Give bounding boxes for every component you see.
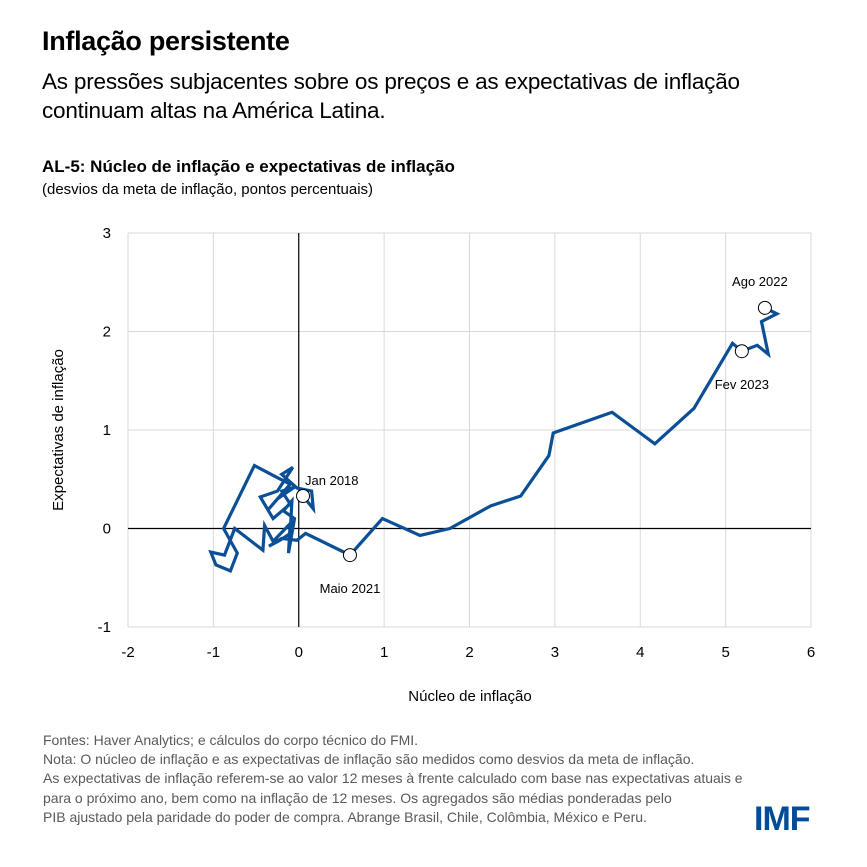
y-tick-label: 3 [103,225,111,242]
y-tick-label: 2 [103,324,111,341]
chart-subtitle: (desvios da meta de inflação, pontos per… [42,181,374,198]
tick-labels: -2 -1 0 1 2 3 4 5 6 3 2 1 0 -1 [98,225,816,661]
axes [128,233,811,627]
page-title: Inflação persistente [42,26,290,56]
annotation-marker [757,300,772,315]
gridlines [127,232,812,628]
note-line-3: para o próximo ano, bem como na inflação… [43,789,672,806]
x-tick-label: 0 [295,644,303,661]
footnotes: Fontes: Haver Analytics; e cálculos do c… [43,731,843,827]
x-tick-label: -1 [207,644,220,661]
page-subtitle: As pressões subjacentes sobre os preços … [42,69,740,123]
y-tick-label: -1 [98,619,111,636]
note-line-2: As expectativas de inflação referem-se a… [43,770,743,787]
x-tick-label: 6 [807,644,815,661]
x-tick-label: 1 [380,644,388,661]
note-line-4: PIB ajustado pela paridade do poder de c… [43,808,647,825]
x-tick-label: 4 [636,644,644,661]
annotation-marker [342,548,357,563]
annotation-marker [296,488,311,503]
sources-note: Fontes: Haver Analytics; e cálculos do c… [43,732,419,748]
x-tick-label: 5 [721,644,729,661]
annotation-label: Jan 2018 [305,473,359,488]
annotation-label: Maio 2021 [320,581,381,596]
note-line-1: Nota: O núcleo de inflação e as expectat… [43,751,695,768]
imf-logo: IMF [754,800,811,838]
annotation-markers: Jan 2018 Maio 2021 Ago 2022 Fev 2023 [296,274,788,596]
y-tick-label: 1 [103,422,111,439]
y-tick-label: 0 [103,521,111,538]
x-tick-label: -2 [121,644,134,661]
scatter-line-chart: -2 -1 0 1 2 3 4 5 6 3 2 1 0 -1 Jan 2018 Maio 2021 Ago 2… [50,225,816,705]
series-line [208,306,781,574]
x-tick-label: 3 [551,644,559,661]
annotation-label: Fev 2023 [715,377,769,392]
chart-title: AL-5: Núcleo de inflação e expectativas … [42,157,455,176]
annotation-marker [734,344,749,359]
y-axis-label: Expectativas de inflação [50,349,67,511]
x-tick-label: 2 [465,644,473,661]
x-axis-label: Núcleo de inflação [408,688,531,705]
annotation-label: Ago 2022 [732,274,788,289]
